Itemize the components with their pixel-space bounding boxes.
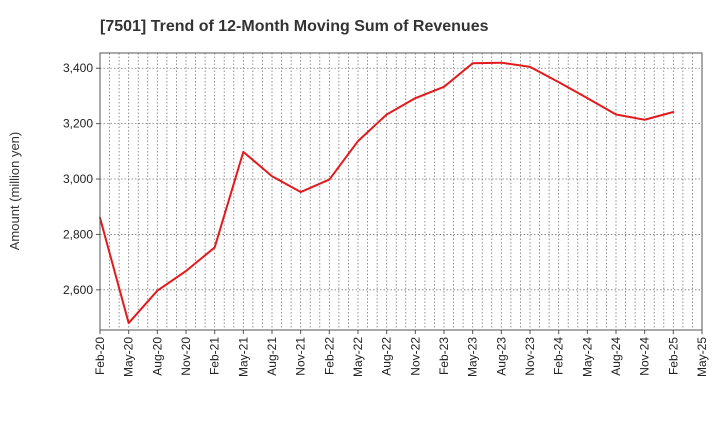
- y-axis: 2,600 2,800 3,000 3,200 3,400: [63, 61, 100, 297]
- series-layer: [99, 61, 675, 325]
- grid: [100, 53, 702, 330]
- x-tick-label: Aug-22: [380, 337, 394, 376]
- x-tick-label: Nov-20: [179, 337, 193, 376]
- x-tick-label: May-24: [580, 337, 594, 377]
- x-tick-label: May-25: [695, 337, 709, 377]
- y-tick-label: 3,400: [63, 61, 93, 75]
- x-tick-label: Aug-24: [609, 337, 623, 376]
- x-tick-label: Feb-23: [437, 337, 451, 375]
- y-tick-label: 2,800: [63, 227, 93, 241]
- y-tick-label: 3,200: [63, 117, 93, 131]
- x-tick-label: May-22: [351, 337, 365, 377]
- x-tick-label: Feb-22: [322, 337, 336, 375]
- x-tick-label: Aug-21: [265, 337, 279, 376]
- y-tick-label: 2,600: [63, 283, 93, 297]
- x-tick-label: Nov-21: [294, 337, 308, 376]
- x-tick-label: Feb-21: [208, 337, 222, 375]
- y-axis-label: Amount (million yen): [7, 132, 22, 251]
- x-tick-label: May-20: [122, 337, 136, 377]
- x-tick-label: Aug-20: [150, 337, 164, 376]
- plot-frame: [99, 52, 703, 331]
- series-line: [99, 61, 675, 325]
- x-tick-label: Nov-24: [638, 337, 652, 376]
- x-tick-label: May-21: [236, 337, 250, 377]
- x-tick-label: Nov-22: [408, 337, 422, 376]
- x-tick-label: Aug-23: [494, 337, 508, 376]
- x-tick-label: Feb-24: [552, 337, 566, 375]
- y-tick-label: 3,000: [63, 172, 93, 186]
- x-tick-label: May-23: [466, 337, 480, 377]
- chart-title: [7501] Trend of 12-Month Moving Sum of R…: [100, 18, 489, 35]
- x-axis: Feb-20 May-20 Aug-20 Nov-20 Feb-21 May-21 Aug-…: [93, 330, 709, 377]
- x-tick-label: Feb-25: [666, 337, 680, 375]
- x-tick-label: Nov-23: [523, 337, 537, 376]
- x-tick-label: Feb-20: [93, 337, 107, 375]
